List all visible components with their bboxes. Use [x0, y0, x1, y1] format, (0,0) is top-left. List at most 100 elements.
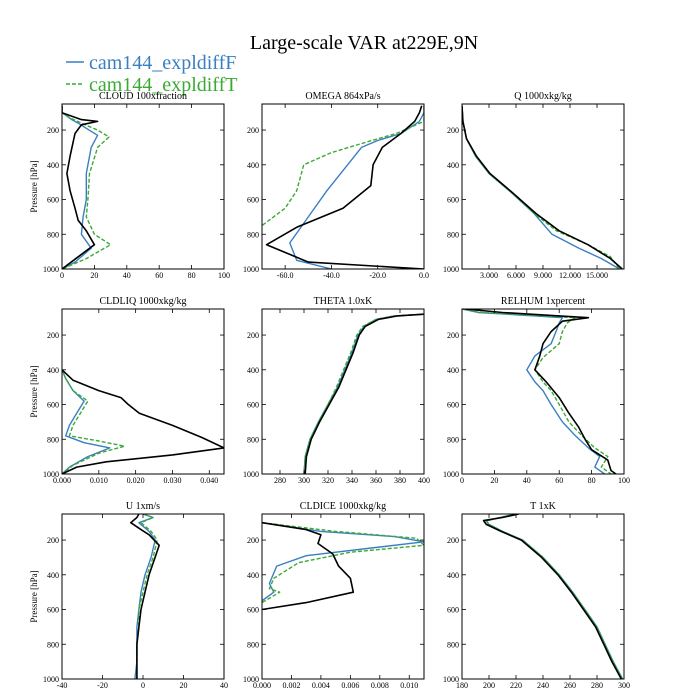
- x-tick-label: 240: [537, 681, 549, 690]
- y-tick-label: 800: [47, 230, 59, 239]
- series-line-3: [304, 313, 424, 474]
- y-tick-label: 400: [47, 366, 59, 375]
- series-group: [262, 521, 424, 611]
- x-tick-label: 320: [322, 476, 334, 485]
- y-tick-label: 600: [447, 196, 459, 205]
- y-tick-label: 600: [47, 196, 59, 205]
- y-tick-label: 1000: [443, 675, 459, 684]
- y-axis-label: Pressure [hPa]: [29, 570, 39, 622]
- series-line-2: [262, 522, 424, 604]
- x-tick-label: 0.006: [341, 681, 359, 690]
- series-group: [62, 369, 224, 474]
- panel-7: U 1xm/s 200 400 600 800 1000-40 -20 0 20 40 Pressu…: [29, 501, 228, 690]
- series-line-2: [485, 514, 624, 679]
- series-line-1: [62, 105, 99, 269]
- y-tick-label: 600: [447, 401, 459, 410]
- panel-title: Q 1000xkg/kg: [514, 91, 572, 102]
- panel-title: CLDLIQ 1000xkg/kg: [100, 296, 187, 307]
- y-tick-label: 800: [447, 640, 459, 649]
- y-tick-label: 1000: [43, 470, 59, 479]
- series-line-1: [485, 514, 624, 679]
- x-tick-label: 40: [523, 476, 531, 485]
- x-tick-label: 280: [591, 681, 603, 690]
- series-line-3: [265, 105, 424, 269]
- series-line-1: [462, 105, 620, 269]
- series-line-1: [462, 309, 606, 474]
- panel-title: CLDICE 1000xkg/kg: [300, 501, 386, 512]
- x-tick-label: 9.000: [534, 271, 552, 280]
- y-tick-label: 400: [247, 366, 259, 375]
- x-tick-label: 300: [618, 681, 630, 690]
- series-group: [130, 514, 160, 679]
- y-tick-label: 1000: [243, 470, 259, 479]
- x-tick-label: 0: [460, 476, 464, 485]
- series-line-2: [303, 313, 424, 474]
- x-tick-label: 0.002: [282, 681, 300, 690]
- y-tick-label: 400: [47, 571, 59, 580]
- x-tick-label: 20: [180, 681, 188, 690]
- y-tick-label: 400: [247, 571, 259, 580]
- y-tick-label: 400: [447, 161, 459, 170]
- series-group: [462, 309, 617, 474]
- x-tick-label: -40: [57, 681, 68, 690]
- y-tick-label: 400: [247, 161, 259, 170]
- series-group: [262, 105, 424, 269]
- y-tick-label: 800: [47, 640, 59, 649]
- x-tick-label: 0.020: [127, 476, 145, 485]
- y-tick-label: 600: [447, 606, 459, 615]
- y-axis-label: Pressure [hPa]: [29, 160, 39, 212]
- figure-title: Large-scale VAR at229E,9N: [250, 32, 478, 54]
- y-tick-label: 200: [447, 331, 459, 340]
- panel-frame: [61, 308, 225, 475]
- y-tick-label: 1000: [443, 265, 459, 274]
- panel-frame: [61, 103, 225, 270]
- x-tick-label: 3.000: [480, 271, 498, 280]
- x-tick-label: 300: [298, 476, 310, 485]
- series-line-2: [62, 369, 126, 474]
- y-tick-label: 200: [247, 536, 259, 545]
- y-tick-label: 200: [247, 331, 259, 340]
- x-tick-label: 15.000: [586, 271, 608, 280]
- x-tick-label: 200: [483, 681, 495, 690]
- series-group: [303, 313, 424, 474]
- series-line-3: [462, 105, 623, 269]
- panel-frame: [461, 308, 625, 475]
- panel-2: OMEGA 864xPa/s 200 400 600 800 1000 -60.0 -40.0…: [243, 91, 429, 280]
- y-tick-label: 400: [447, 571, 459, 580]
- x-tick-label: -20.0: [369, 271, 386, 280]
- series-group: [482, 514, 624, 679]
- x-tick-label: 0.000: [253, 681, 271, 690]
- x-tick-label: 180: [456, 681, 468, 690]
- series-line-3: [130, 514, 160, 679]
- y-tick-label: 200: [47, 331, 59, 340]
- x-tick-label: 360: [370, 476, 382, 485]
- series-group: [462, 105, 623, 269]
- x-tick-label: 40: [123, 271, 131, 280]
- series-group: [62, 105, 112, 269]
- panel-title: OMEGA 864xPa/s: [305, 91, 380, 102]
- series-line-2: [62, 105, 112, 269]
- legend-label-expldiffT: cam144_expldiffT: [89, 74, 237, 96]
- x-tick-label: 0: [60, 271, 64, 280]
- x-tick-label: -20: [97, 681, 108, 690]
- x-tick-label: 80: [188, 271, 196, 280]
- panel-frame: [461, 103, 625, 270]
- x-tick-label: 0.010: [90, 476, 108, 485]
- series-line-3: [262, 521, 355, 611]
- y-tick-label: 1000: [243, 265, 259, 274]
- y-axis-label: Pressure [hPa]: [29, 365, 39, 417]
- x-tick-label: 40: [220, 681, 228, 690]
- x-tick-label: 280: [274, 476, 286, 485]
- y-tick-label: 200: [447, 126, 459, 135]
- panel-title: T 1xK: [530, 501, 556, 512]
- legend: cam144_expldiffF cam144_expldiffT: [66, 52, 237, 96]
- x-tick-label: 100: [618, 476, 630, 485]
- series-line-1: [289, 105, 424, 269]
- x-tick-label: 20: [490, 476, 498, 485]
